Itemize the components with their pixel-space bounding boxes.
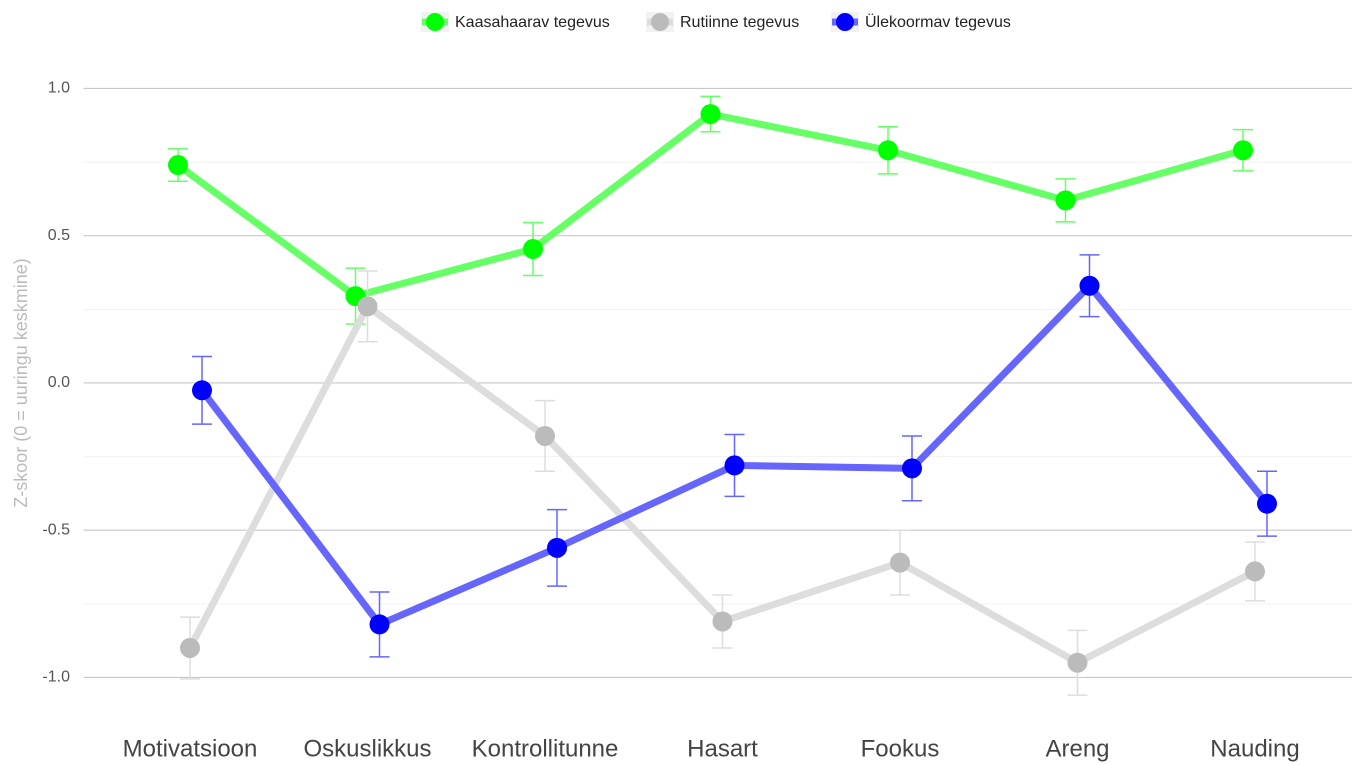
legend-marker (426, 13, 444, 31)
legend-marker (651, 13, 669, 31)
legend-label: Kaasahaarav tegevus (455, 14, 610, 31)
point (724, 455, 745, 476)
point (700, 104, 721, 125)
series (192, 254, 1277, 658)
legend-marker (836, 13, 854, 31)
y-tick-label: 0.0 (48, 374, 70, 391)
point (168, 155, 188, 176)
y-axis-label: Z-skoor (0 = uuringu keskmine) (11, 258, 31, 508)
x-tick-label: Oskuslikkus (303, 735, 431, 762)
legend-label: Ülekoormav tegevus (865, 13, 1011, 31)
series (180, 270, 1265, 696)
y-tick-label: 0.5 (48, 227, 70, 244)
x-tick-label: Nauding (1210, 735, 1299, 762)
point (878, 140, 898, 161)
point (712, 611, 733, 632)
series (168, 95, 1253, 325)
point (369, 614, 390, 635)
point (180, 637, 200, 658)
x-tick-label: Hasart (687, 735, 758, 762)
point (890, 552, 910, 573)
series-line (175, 110, 1244, 300)
y-tick-label: 1.0 (48, 80, 70, 97)
point (357, 296, 378, 317)
legend-label: Rutiinne tegevus (680, 14, 799, 31)
point (1257, 493, 1277, 514)
point (192, 380, 212, 401)
point (523, 238, 543, 259)
x-tick-label: Motivatsioon (123, 735, 258, 762)
point (1245, 561, 1265, 582)
point (1079, 275, 1100, 296)
point (1055, 190, 1076, 211)
x-tick-label: Kontrollitunne (472, 735, 619, 762)
y-tick-label: -0.5 (42, 521, 70, 538)
y-tick-label: -1.0 (42, 669, 70, 686)
x-tick-label: Fookus (861, 735, 940, 762)
point (547, 537, 567, 558)
point (535, 425, 555, 446)
point (902, 458, 922, 479)
x-tick-label: Areng (1045, 735, 1109, 762)
point (1233, 140, 1253, 161)
point (1067, 652, 1088, 673)
